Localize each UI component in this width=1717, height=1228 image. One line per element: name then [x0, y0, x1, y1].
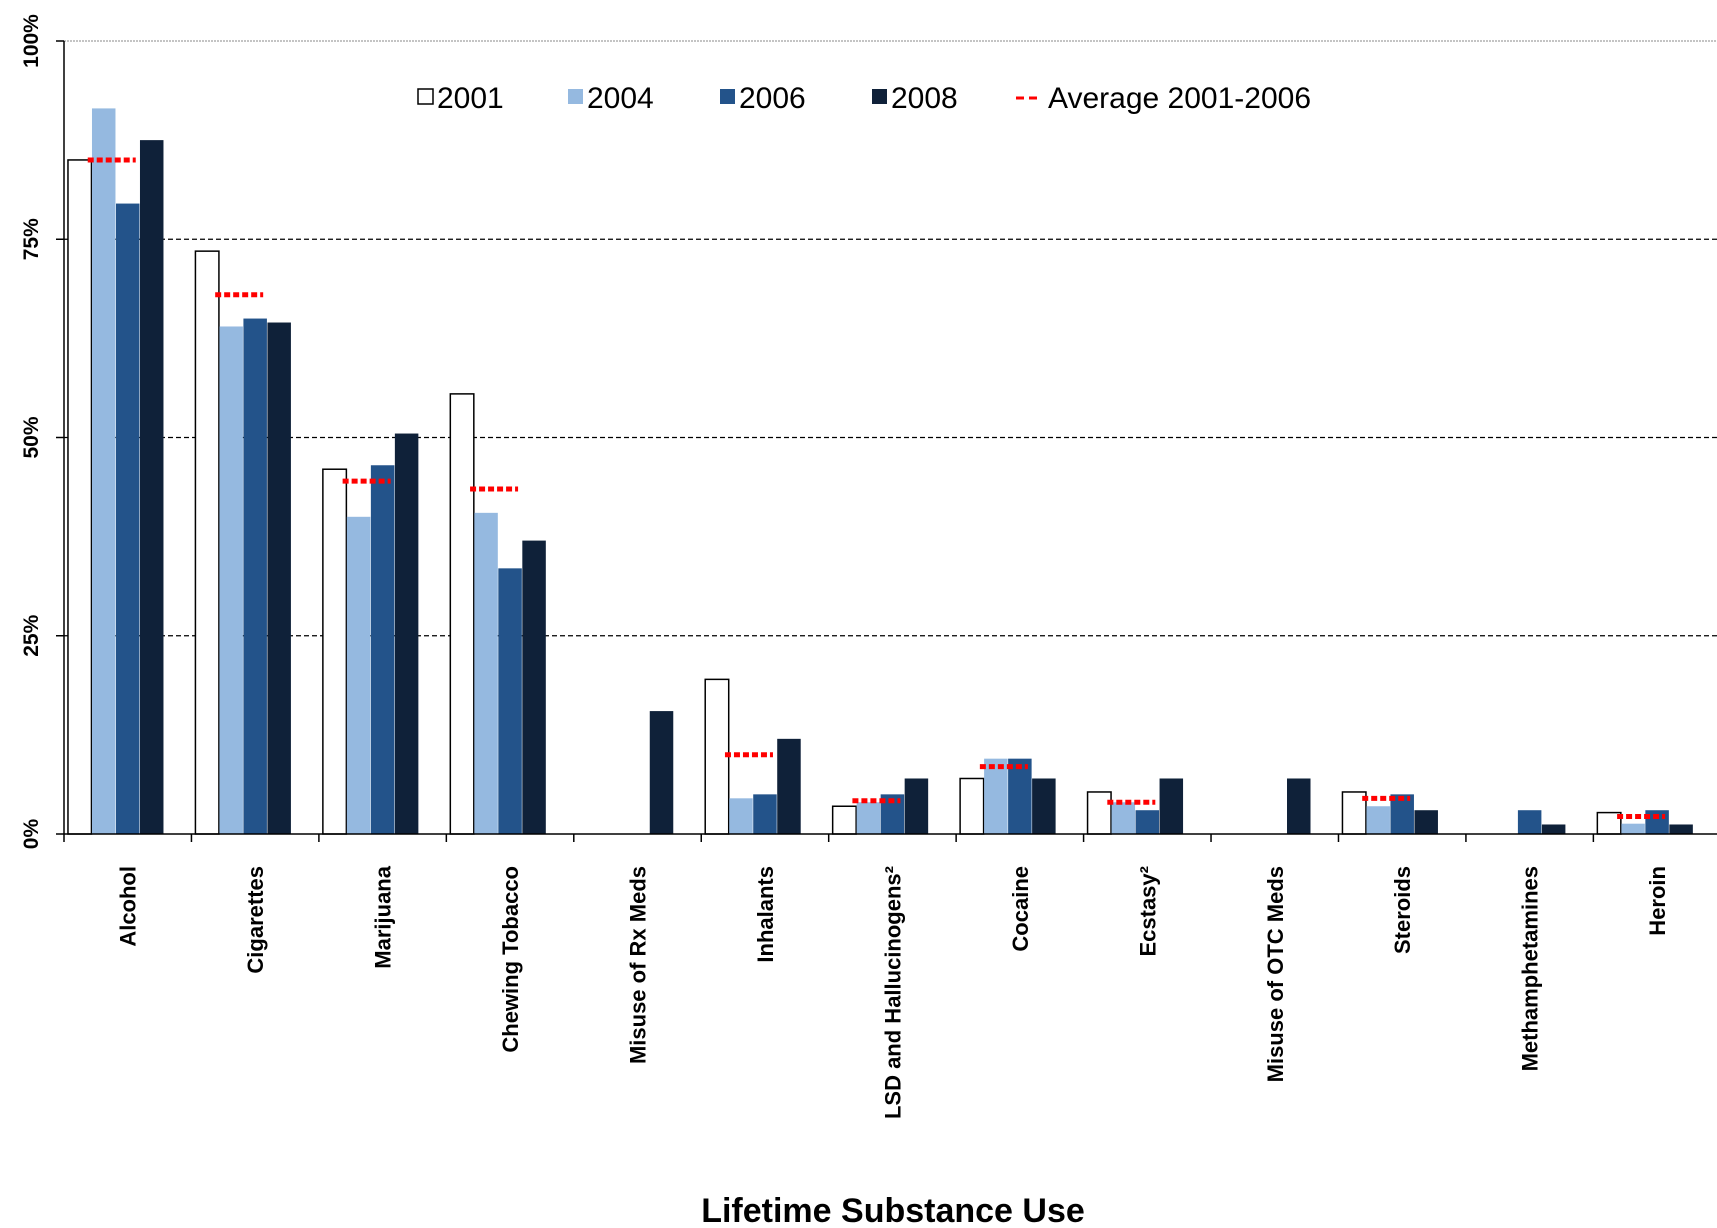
legend-swatch-1 [568, 89, 583, 104]
category-label-9: Misuse of OTC Meds [1263, 866, 1288, 1082]
bar-2006-6 [880, 794, 905, 834]
bar-2001-7 [959, 777, 985, 835]
bar-2008-11 [1541, 824, 1566, 834]
bar-2008-9 [1287, 778, 1311, 834]
y-tick-labels: 0% 25% 50% 75% 100% [20, 14, 43, 849]
legend-label-4: Average 2001-2006 [1048, 82, 1311, 115]
category-label-10: Steroids [1390, 866, 1415, 954]
bar-2008-12 [1669, 824, 1693, 834]
bar-2004-7 [984, 758, 1008, 834]
category-labels: Alcohol Cigarettes Marijuana Chewing Tobacc… [116, 865, 1670, 1119]
bar-2006-11 [1517, 810, 1542, 834]
bar-2004-0 [91, 108, 116, 834]
bar-2004-1 [219, 326, 243, 834]
legend: 2001 2004 2006 2008 Average 2001-2006 [417, 82, 1311, 115]
y-tick-label-25: 25% [20, 614, 43, 656]
bar-2004-2 [346, 516, 371, 834]
grid-lines [64, 40, 1717, 637]
bar-2006-3 [498, 568, 522, 834]
bar-2008-2 [394, 433, 419, 834]
axes [56, 40, 1717, 842]
bar-2001-6 [831, 805, 857, 835]
bar-2008-8 [1159, 778, 1184, 834]
bar-2004-8 [1111, 802, 1136, 834]
bar-2001-3 [449, 393, 475, 835]
legend-label-3: 2008 [891, 82, 958, 115]
bar-2004-10 [1366, 806, 1390, 834]
category-label-2: Marijuana [371, 865, 396, 968]
bar-2004-12 [1621, 823, 1645, 834]
legend-swatch-3 [872, 89, 887, 104]
legend-label-2: 2006 [739, 82, 806, 115]
x-axis-label: Lifetime Substance Use [701, 1192, 1085, 1228]
bar-2006-8 [1135, 810, 1160, 834]
y-tick-label-75: 75% [20, 218, 43, 260]
bar-2001-8 [1086, 791, 1112, 835]
bar-2008-0 [139, 140, 164, 834]
bar-2006-2 [370, 465, 395, 834]
bar-2006-0 [115, 203, 140, 834]
bar-2006-12 [1645, 810, 1669, 834]
bar-2008-5 [777, 738, 801, 834]
legend-label-0: 2001 [437, 82, 504, 115]
bar-2006-5 [753, 794, 777, 834]
category-label-4: Misuse of Rx Meds [626, 866, 651, 1064]
category-label-1: Cigarettes [243, 866, 268, 974]
bar-2008-3 [522, 540, 546, 834]
bar-2004-3 [474, 512, 498, 834]
bar-2008-1 [267, 322, 291, 834]
y-tick-label-0: 0% [20, 819, 43, 850]
legend-label-1: 2004 [587, 82, 654, 115]
bar-2001-0 [67, 159, 93, 835]
bars [67, 108, 1693, 835]
legend-swatch-2 [720, 89, 735, 104]
bar-2004-6 [856, 802, 881, 834]
category-label-0: Alcohol [116, 866, 141, 947]
bar-2006-1 [243, 318, 267, 834]
category-label-11: Methamphetamines [1518, 866, 1543, 1071]
y-tick-label-50: 50% [20, 416, 43, 458]
category-label-12: Heroin [1645, 866, 1670, 936]
legend-swatch-0 [417, 88, 434, 105]
category-label-6: LSD and Hallucinogens² [880, 866, 905, 1119]
bar-2001-1 [194, 250, 220, 835]
average-markers [87, 157, 1666, 820]
category-label-7: Cocaine [1008, 866, 1033, 952]
y-tick-label-100: 100% [20, 14, 43, 68]
category-label-5: Inhalants [753, 866, 778, 963]
bar-2008-6 [904, 778, 929, 834]
bar-2001-2 [322, 468, 348, 835]
bar-2006-7 [1008, 758, 1032, 834]
bar-2004-5 [729, 798, 753, 834]
category-label-8: Ecstasy² [1135, 866, 1160, 957]
bar-2008-7 [1032, 778, 1056, 834]
bar-2008-10 [1414, 810, 1438, 834]
bar-2008-4 [649, 711, 674, 834]
bar-2006-10 [1390, 794, 1414, 834]
category-label-3: Chewing Tobacco [498, 866, 523, 1053]
